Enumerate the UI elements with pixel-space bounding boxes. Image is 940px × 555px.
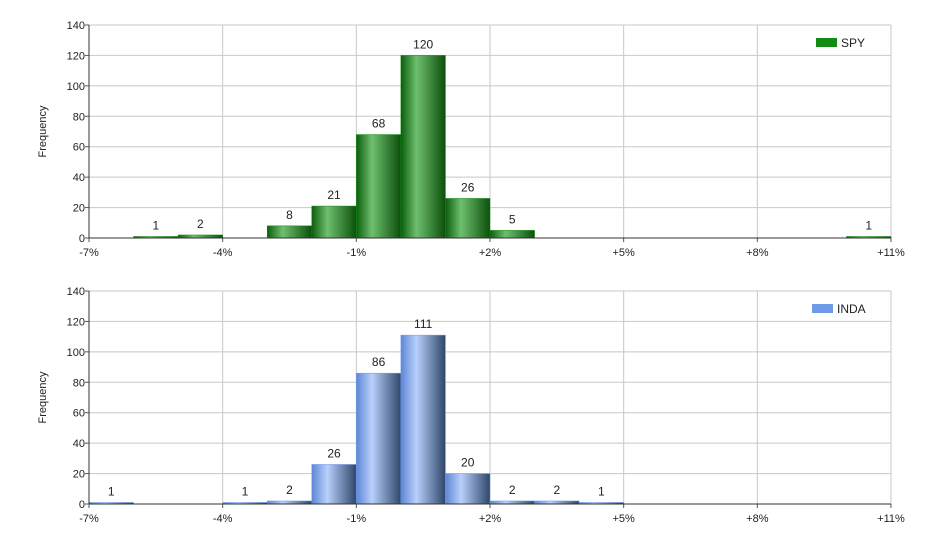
bar (400, 334, 446, 505)
bar-value-label: 1 (865, 218, 872, 232)
x-tick-label: +2% (479, 247, 502, 259)
y-tick-label: 120 (67, 316, 85, 328)
x-tick-label: -1% (347, 247, 367, 259)
bar (400, 55, 446, 239)
bar-value-label: 1 (108, 484, 115, 498)
bar-value-label: 26 (461, 180, 475, 194)
bar (445, 473, 491, 505)
bar-value-label: 20 (461, 456, 475, 470)
y-axis-label: Frequency (37, 371, 49, 423)
x-tick-label: +8% (746, 247, 769, 259)
bar-value-label: 5 (509, 212, 516, 226)
y-tick-label: 60 (73, 142, 85, 154)
x-tick-label: +8% (746, 513, 769, 525)
y-axis-label: Frequency (37, 105, 49, 157)
y-tick-label: 100 (67, 347, 85, 359)
bar-value-label: 1 (152, 218, 159, 232)
bar (311, 205, 357, 239)
x-tick-label: -4% (213, 247, 233, 259)
bar (445, 198, 491, 239)
y-tick-label: 80 (73, 377, 85, 389)
y-tick-label: 80 (73, 111, 85, 123)
bar-value-label: 2 (197, 217, 204, 231)
bar-value-label: 1 (598, 484, 605, 498)
bar-value-label: 2 (286, 483, 293, 497)
y-tick-label: 140 (67, 286, 85, 298)
bar-value-label: 120 (413, 37, 433, 51)
bar (311, 464, 357, 505)
y-tick-label: 20 (73, 469, 85, 481)
legend-label: SPY (841, 36, 865, 50)
bar-value-label: 68 (372, 117, 386, 131)
bar (266, 225, 313, 239)
y-tick-label: 20 (73, 203, 85, 215)
x-tick-label: +5% (613, 513, 636, 525)
y-tick-label: 100 (67, 81, 85, 93)
x-tick-label: -1% (347, 513, 367, 525)
chart-panel-1: 0 20 40 60 80 100 120 140 -7% -4% -1% +2% +5% +8% +11%… (37, 20, 905, 259)
bar-value-label: 2 (553, 483, 560, 497)
y-tick-label: 40 (73, 438, 85, 450)
y-tick-label: 0 (79, 233, 85, 245)
x-tick-label: -4% (213, 513, 233, 525)
bar-value-label: 2 (509, 483, 516, 497)
legend-swatch (816, 38, 837, 47)
bar (356, 372, 402, 505)
bar (356, 134, 402, 239)
x-tick-label: -7% (79, 247, 99, 259)
y-tick-label: 120 (67, 50, 85, 62)
x-tick-label: +11% (877, 513, 905, 525)
bar (489, 230, 535, 239)
x-tick-label: -7% (79, 513, 99, 525)
bar-value-label: 26 (327, 446, 341, 460)
legend-label: INDA (837, 302, 866, 316)
bar-value-label: 8 (286, 208, 293, 222)
bar-value-label: 1 (242, 484, 249, 498)
bar-value-label: 21 (327, 188, 341, 202)
x-tick-label: +5% (613, 247, 636, 259)
y-tick-label: 140 (67, 20, 85, 32)
y-tick-label: 60 (73, 408, 85, 420)
y-tick-label: 40 (73, 172, 85, 184)
x-tick-label: +2% (479, 513, 502, 525)
y-tick-label: 0 (79, 499, 85, 511)
x-tick-label: +11% (877, 247, 905, 259)
bar-value-label: 86 (372, 355, 386, 369)
bar-value-label: 111 (414, 317, 433, 331)
legend-swatch (812, 304, 833, 313)
